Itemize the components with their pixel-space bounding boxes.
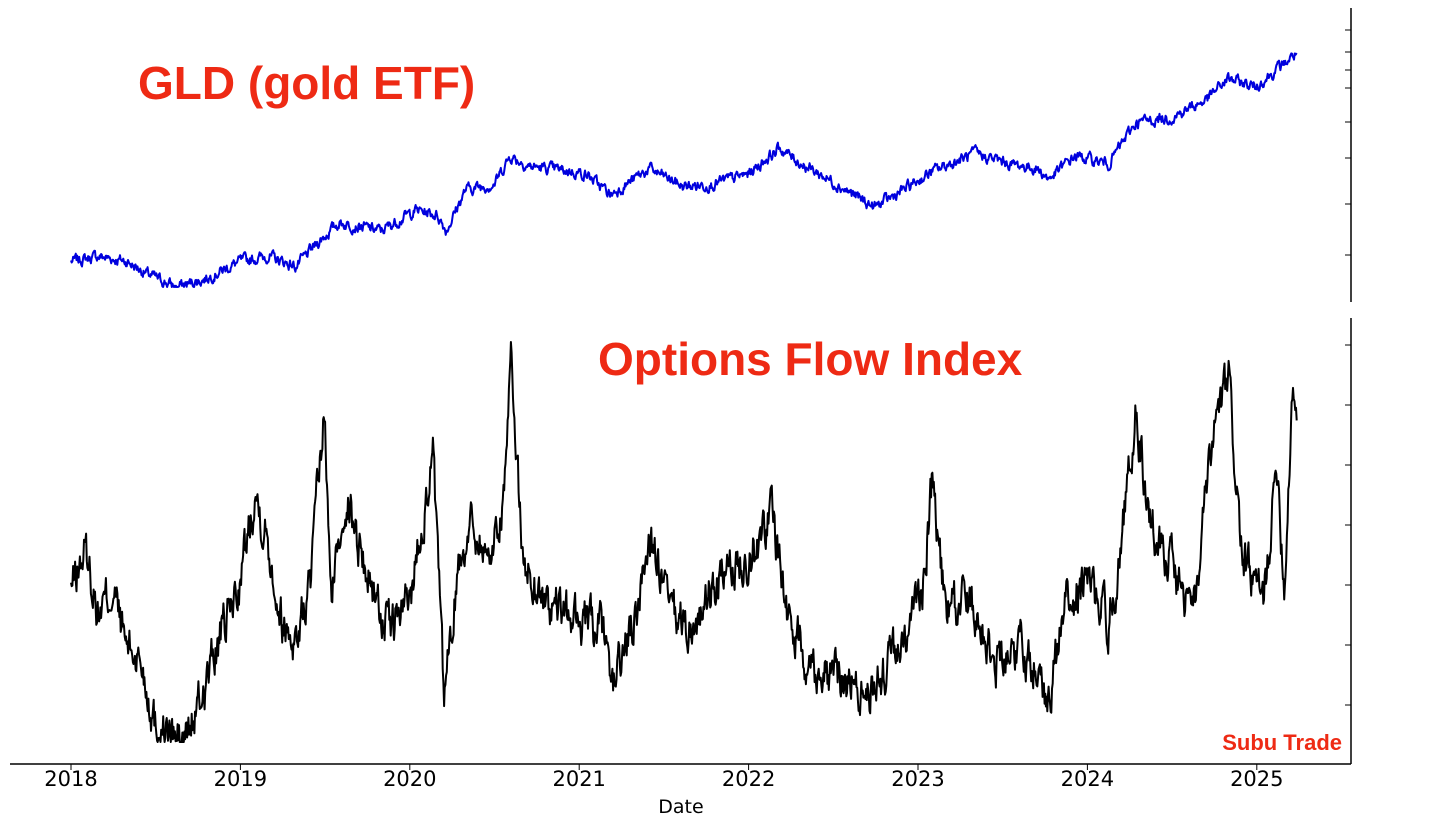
options-flow-series-line: [70, 341, 1298, 743]
x-tick-label: 2023: [891, 767, 944, 791]
x-tick-label: 2022: [722, 767, 775, 791]
x-tick-label: 2024: [1061, 767, 1114, 791]
date-axis-ticks: 2018 2019 2020 2021 2022 2023 2024 2025: [44, 764, 1284, 791]
x-tick-label: 2020: [383, 767, 436, 791]
gld-title: GLD (gold ETF): [138, 57, 475, 109]
options-flow-panel: 2018 2019 2020 2021 2022 2023 2024 2025 Options…: [10, 318, 1352, 818]
gld-axis-ticks: [1345, 29, 1351, 256]
x-axis-title: Date: [658, 796, 703, 818]
watermark: Subu Trade: [1222, 730, 1342, 755]
gld-series-line: [70, 52, 1298, 288]
options-flow-title: Options Flow Index: [598, 333, 1023, 385]
x-tick-label: 2021: [552, 767, 605, 791]
x-tick-label: 2019: [214, 767, 267, 791]
gld-panel: GLD (gold ETF): [70, 8, 1352, 302]
options-flow-axis-ticks: [1345, 344, 1351, 706]
x-tick-label: 2018: [44, 767, 97, 791]
x-tick-label: 2025: [1230, 767, 1283, 791]
